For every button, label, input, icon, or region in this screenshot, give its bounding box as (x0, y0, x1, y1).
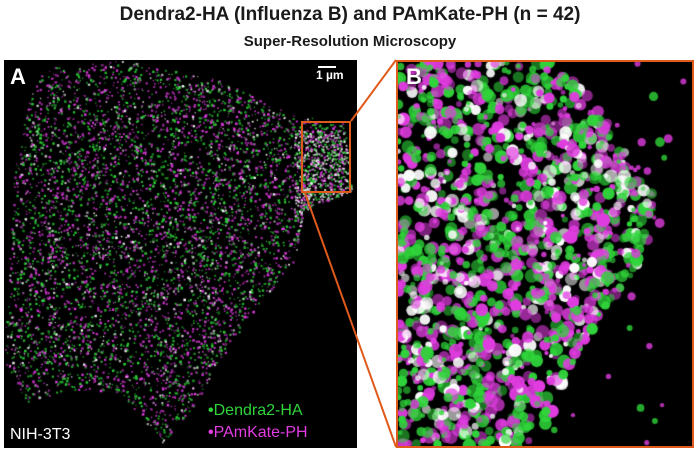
figure-subtitle: Super-Resolution Microscopy (243, 33, 457, 50)
legend-label-pamkate-ph: PAmKate-PH (213, 424, 308, 441)
connector-line-top (350, 59, 397, 122)
legend-item-dendra2-ha: •Dendra2-HA (208, 400, 308, 422)
channel-legend: •Dendra2-HA •PAmKate-PH (208, 400, 308, 444)
legend-dot-magenta: • (208, 424, 214, 441)
panel-a-micrograph: A 1 µm •Dendra2-HA •PAmKate-PH NIH-3T3 (4, 60, 357, 448)
legend-dot-green: • (208, 402, 214, 419)
legend-label-dendra2-ha: Dendra2-HA (213, 402, 303, 419)
panel-a-image (4, 60, 357, 448)
panel-a-label: A (10, 64, 26, 89)
scale-bar-line (318, 66, 336, 68)
cell-line-label: NIH-3T3 (10, 426, 71, 443)
panel-b-image (398, 62, 692, 446)
legend-item-pamkate-ph: •PAmKate-PH (208, 422, 308, 444)
panel-b-zoom-micrograph: B (396, 60, 694, 448)
scale-bar-label: 1 µm (316, 68, 344, 82)
panel-b-label: B (406, 64, 422, 89)
roi-box (301, 121, 351, 193)
figure-title: Dendra2-HA (Influenza B) and PAmKate-PH … (119, 4, 581, 25)
